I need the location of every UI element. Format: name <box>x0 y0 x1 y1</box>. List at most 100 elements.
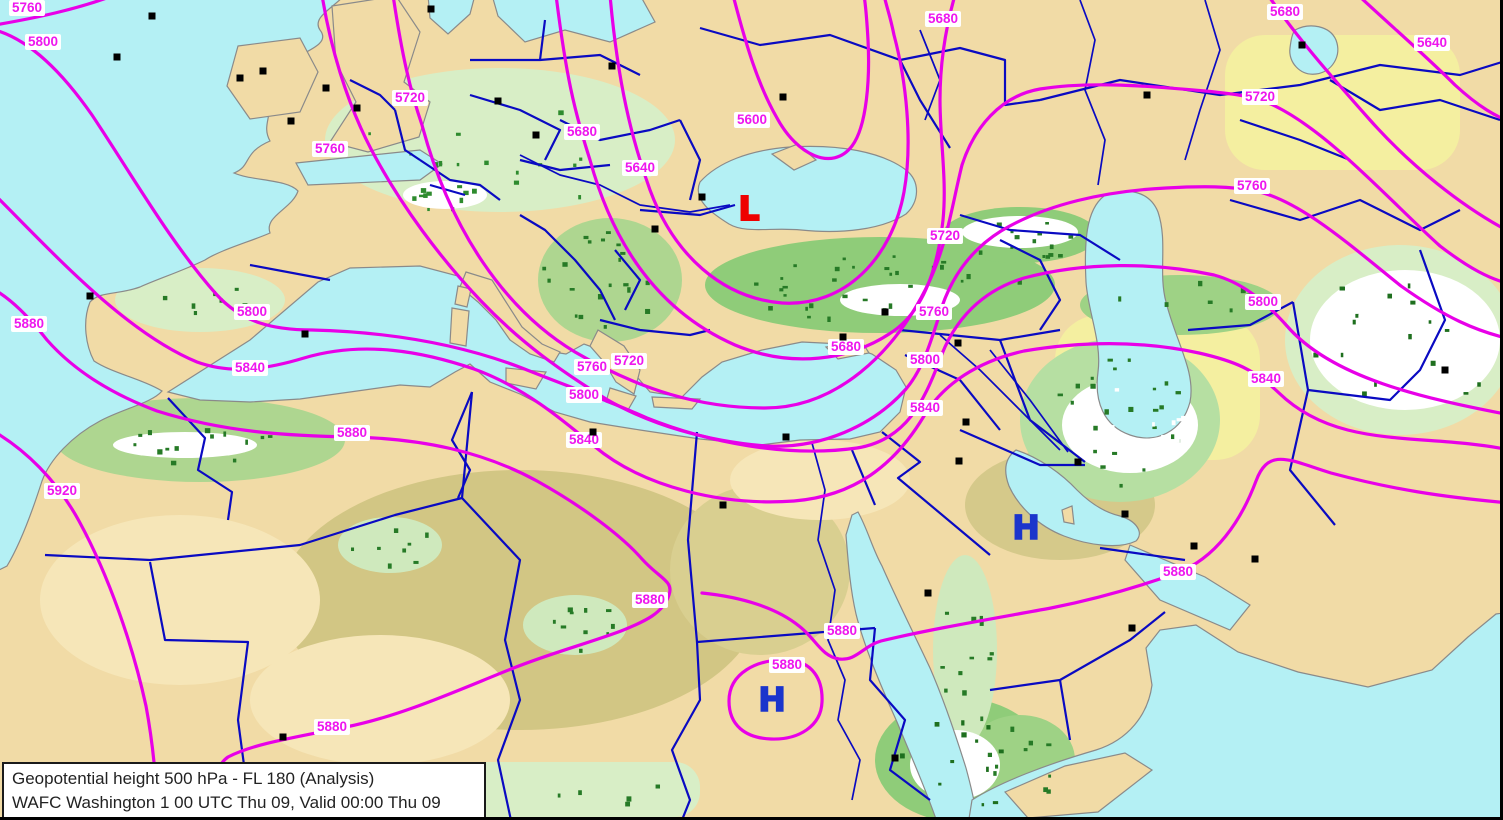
contour-label-5800: 5800 <box>233 304 271 320</box>
city-marker <box>779 93 787 101</box>
contour-label-5680: 5680 <box>827 339 865 355</box>
persian-gulf <box>1005 449 1140 547</box>
contour-label-5840: 5840 <box>231 360 269 376</box>
city-marker <box>148 12 156 20</box>
city-marker <box>1251 555 1259 563</box>
sardinia <box>449 307 470 347</box>
contour-label-5720: 5720 <box>1241 89 1279 105</box>
contour-5640-ne <box>1361 0 1500 120</box>
contour-label-5760: 5760 <box>573 359 611 375</box>
contour-label-5640: 5640 <box>621 160 659 176</box>
city-marker <box>494 97 502 105</box>
river-layer <box>519 0 1221 801</box>
contour-label-5800: 5800 <box>1244 294 1282 310</box>
city-marker <box>301 330 309 338</box>
contour-label-5880: 5880 <box>333 425 371 441</box>
contour-label-5800: 5800 <box>24 34 62 50</box>
contour-label-5840: 5840 <box>1247 371 1285 387</box>
city-marker <box>1190 542 1198 550</box>
city-marker <box>1441 366 1449 374</box>
city-marker <box>1143 91 1151 99</box>
aral-sea <box>1289 25 1339 75</box>
contour-5680-ne <box>1269 0 1500 229</box>
city-marker <box>589 428 597 436</box>
contour-label-5880: 5880 <box>1159 564 1197 580</box>
north-sea <box>427 0 475 35</box>
contour-label-5720: 5720 <box>926 228 964 244</box>
contour-label-5840: 5840 <box>565 432 603 448</box>
city-marker <box>719 501 727 509</box>
city-marker <box>924 589 932 597</box>
contour-label-5760: 5760 <box>915 304 953 320</box>
caption-parameter: Geopotential height 500 hPa - FL 180 (An… <box>12 769 375 788</box>
city-marker <box>651 225 659 233</box>
contour-5880-east <box>700 457 1500 661</box>
horn-of-africa <box>1004 752 1154 817</box>
contour-label-5800: 5800 <box>906 352 944 368</box>
map-caption: Geopotential height 500 hPa - FL 180 (An… <box>2 762 486 817</box>
contour-label-5680: 5680 <box>924 11 962 27</box>
contour-5880-closed-high <box>727 658 824 741</box>
contour-5760-nw <box>0 0 106 26</box>
city-marker <box>353 104 361 112</box>
city-marker <box>1298 41 1306 49</box>
contour-label-5760: 5760 <box>311 141 349 157</box>
contour-5760-main <box>321 0 1500 448</box>
city-marker <box>954 339 962 347</box>
contour-label-5880: 5880 <box>313 719 351 735</box>
contour-label-5880: 5880 <box>631 592 669 608</box>
contour-5720-main <box>392 0 1500 410</box>
city-marker <box>259 67 267 75</box>
ireland <box>226 37 319 120</box>
city-marker <box>608 62 616 70</box>
city-marker <box>86 292 94 300</box>
contour-label-5760: 5760 <box>8 0 46 16</box>
high-pressure-center: H <box>1011 508 1040 547</box>
city-marker <box>1128 624 1136 632</box>
city-marker <box>698 193 706 201</box>
contour-label-5720: 5720 <box>391 90 429 106</box>
qatar <box>1061 505 1075 525</box>
city-marker <box>322 84 330 92</box>
contour-label-5920: 5920 <box>43 483 81 499</box>
city-marker <box>427 5 435 13</box>
english-channel <box>295 149 444 186</box>
contour-label-5640: 5640 <box>1413 35 1451 51</box>
city-marker <box>532 131 540 139</box>
city-marker <box>1121 510 1129 518</box>
high-pressure-center: H <box>757 680 786 719</box>
caption-source-validity: WAFC Washington 1 00 UTC Thu 09, Valid 0… <box>12 793 441 812</box>
corsica <box>454 285 472 308</box>
contour-5920 <box>0 433 160 817</box>
contour-label-5760: 5760 <box>1233 178 1271 194</box>
caspian-sea <box>1084 190 1192 439</box>
low-pressure-center: L <box>737 189 760 228</box>
city-marker <box>955 457 963 465</box>
city-marker <box>279 733 287 741</box>
italy <box>459 271 561 363</box>
contour-label-5880: 5880 <box>823 623 861 639</box>
baltic-sea <box>492 0 656 43</box>
contour-label-5680: 5680 <box>1266 4 1304 20</box>
city-marker <box>236 74 244 82</box>
contour-label-5880: 5880 <box>768 657 806 673</box>
contour-label-5880: 5880 <box>10 316 48 332</box>
city-marker <box>287 117 295 125</box>
city-marker <box>839 333 847 341</box>
gulf-of-oman <box>1124 544 1251 631</box>
contour-label-5840: 5840 <box>906 400 944 416</box>
contour-label-5800: 5800 <box>565 387 603 403</box>
contour-label-5720: 5720 <box>610 353 648 369</box>
city-marker <box>881 308 889 316</box>
contour-label-5680: 5680 <box>563 124 601 140</box>
contour-label-5600: 5600 <box>733 112 771 128</box>
city-marker <box>1074 458 1082 466</box>
contour-5640-main <box>608 0 910 305</box>
city-marker <box>891 754 899 762</box>
city-marker <box>782 433 790 441</box>
contour-5600 <box>732 0 871 161</box>
city-marker <box>113 53 121 61</box>
great-britain <box>329 0 431 153</box>
city-marker <box>962 418 970 426</box>
